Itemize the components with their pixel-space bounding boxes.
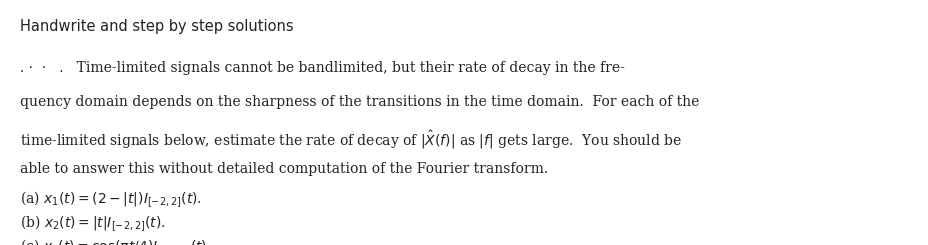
Text: time-limited signals below, estimate the rate of decay of $|\hat{X}(f)|$ as $|f|: time-limited signals below, estimate the… (20, 128, 681, 151)
Text: . ·  ·   .   Time-limited signals cannot be bandlimited, but their rate of decay: . · · . Time-limited signals cannot be b… (20, 61, 625, 75)
Text: (b) $x_2(t) = |t|I_{[-2,2]}(t).$: (b) $x_2(t) = |t|I_{[-2,2]}(t).$ (20, 214, 166, 234)
Text: quency domain depends on the sharpness of the transitions in the time domain.  F: quency domain depends on the sharpness o… (20, 95, 699, 109)
Text: able to answer this without detailed computation of the Fourier transform.: able to answer this without detailed com… (20, 162, 548, 176)
Text: Handwrite and step by step solutions: Handwrite and step by step solutions (20, 19, 293, 34)
Text: (c) $x_3(t) = \cos(\pi t/4)I_{[-2,2]}(t).$: (c) $x_3(t) = \cos(\pi t/4)I_{[-2,2]}(t)… (20, 238, 212, 245)
Text: (a) $x_1(t) = (2 - |t|)I_{[-2,2]}(t).$: (a) $x_1(t) = (2 - |t|)I_{[-2,2]}(t).$ (20, 190, 201, 210)
